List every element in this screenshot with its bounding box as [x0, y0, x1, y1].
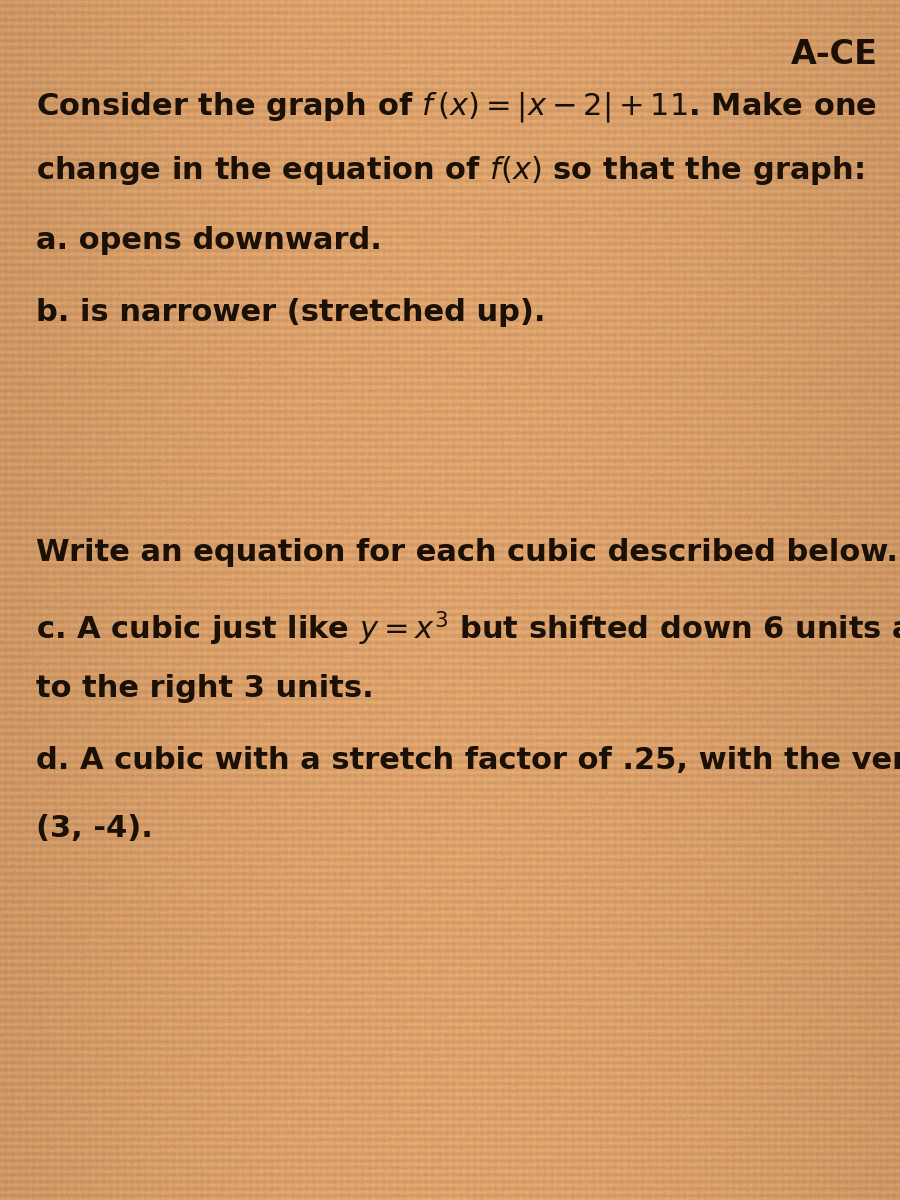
Text: b. is narrower (stretched up).: b. is narrower (stretched up). — [36, 298, 545, 326]
Text: Consider the graph of $f\,(x) = |x - 2| + 11$. Make one: Consider the graph of $f\,(x) = |x - 2| … — [36, 90, 878, 124]
Text: to the right 3 units.: to the right 3 units. — [36, 674, 374, 703]
Text: d. A cubic with a stretch factor of .25, with the vertex at: d. A cubic with a stretch factor of .25,… — [36, 746, 900, 775]
Text: A-CE: A-CE — [790, 38, 878, 72]
Text: a. opens downward.: a. opens downward. — [36, 226, 382, 254]
Text: c. A cubic just like $y = x^3$ but shifted down 6 units and: c. A cubic just like $y = x^3$ but shift… — [36, 610, 900, 648]
Text: (3, -4).: (3, -4). — [36, 814, 153, 842]
Text: change in the equation of $f(x)$ so that the graph:: change in the equation of $f(x)$ so that… — [36, 154, 864, 186]
Text: Write an equation for each cubic described below.: Write an equation for each cubic describ… — [36, 538, 898, 566]
